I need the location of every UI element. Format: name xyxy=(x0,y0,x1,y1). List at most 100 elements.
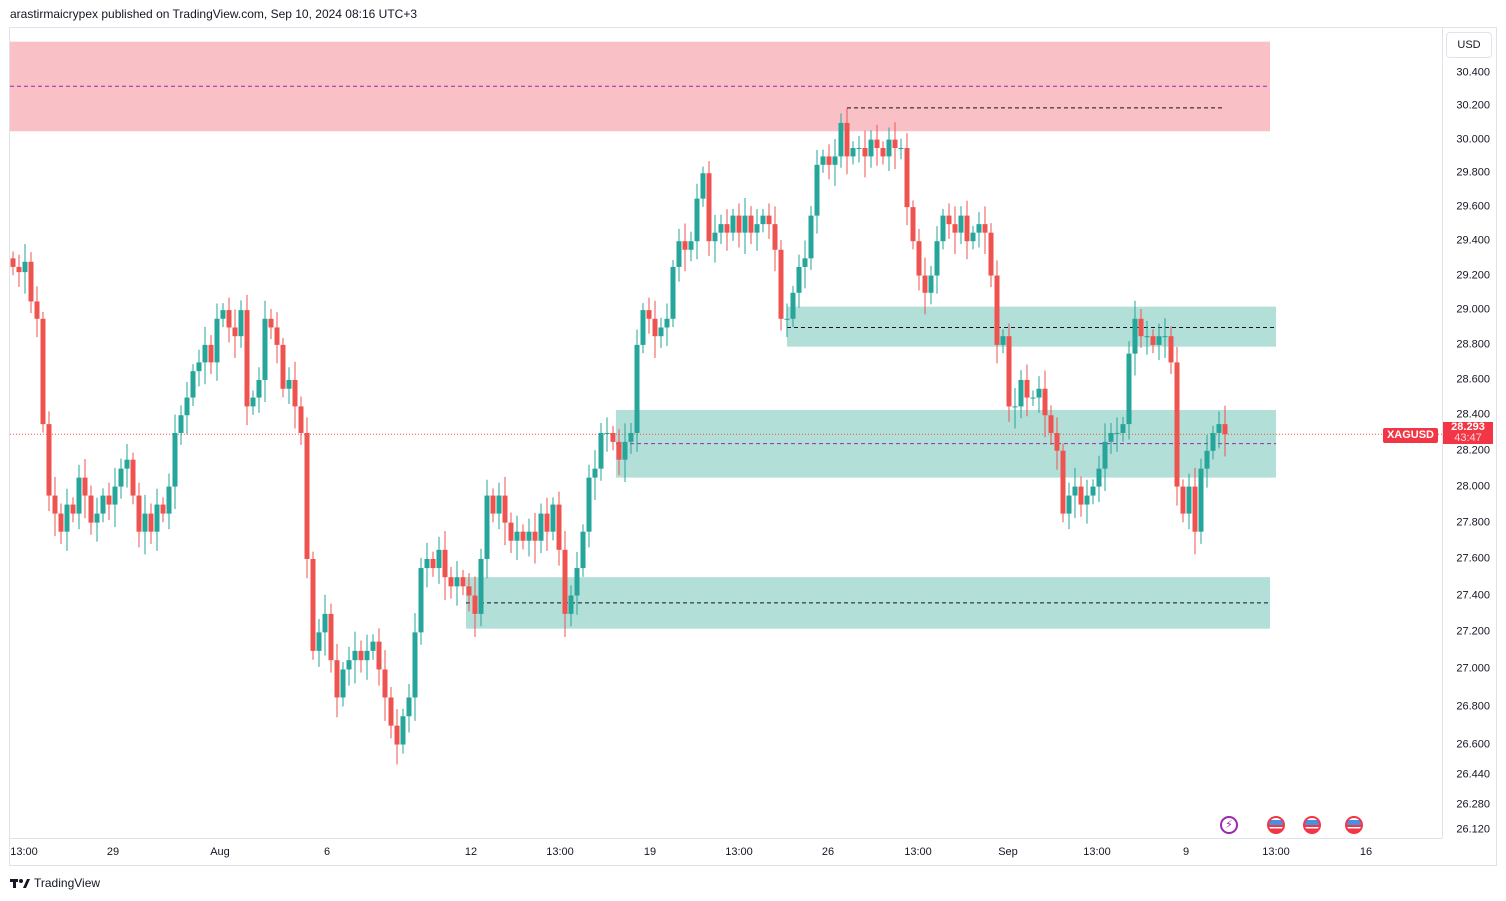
lightning-icon[interactable]: ⚡︎ xyxy=(1220,816,1238,834)
candle-down xyxy=(70,504,76,514)
footer-brand[interactable]: TradingView xyxy=(34,876,101,890)
candle-up xyxy=(346,660,352,670)
candle-up xyxy=(970,232,976,242)
candle-up xyxy=(112,486,118,505)
price-tick: 26.440 xyxy=(1456,768,1490,781)
price-tick: 29.800 xyxy=(1456,166,1490,179)
time-tick: 16 xyxy=(1359,846,1373,858)
candle-up xyxy=(580,531,586,569)
candle-up xyxy=(1108,432,1114,442)
candle-down xyxy=(544,513,550,532)
candle-up xyxy=(1162,336,1168,338)
time-tick: 13:00 xyxy=(1083,846,1111,858)
candle-up xyxy=(196,362,202,372)
time-tick: 12 xyxy=(464,846,478,858)
candle-down xyxy=(508,522,514,541)
candle-up xyxy=(184,397,190,416)
time-axis[interactable]: 13:00 29 Aug 6 12 13:00 19 13:00 26 13:00 Sep 13:00… xyxy=(10,838,1442,867)
candle-up xyxy=(940,215,946,242)
candle-down xyxy=(1150,336,1156,345)
price-tick: 29.400 xyxy=(1456,234,1490,247)
candle-up xyxy=(658,327,664,337)
candle-up xyxy=(424,558,430,569)
candle-up xyxy=(838,122,844,157)
candle-up xyxy=(808,215,814,259)
currency-button[interactable]: USD xyxy=(1446,32,1492,58)
us-flag-icon[interactable] xyxy=(1345,816,1363,834)
candle-up xyxy=(262,318,268,380)
price-tick: 30.200 xyxy=(1456,99,1490,112)
candle-down xyxy=(748,215,754,233)
publish-header: arastirmaicrypex published on TradingVie… xyxy=(10,7,418,21)
us-flag-icon[interactable] xyxy=(1303,816,1321,834)
candle-down xyxy=(646,310,652,319)
candle-down xyxy=(208,344,214,363)
candle-up xyxy=(976,224,982,233)
last-price: 28.293 xyxy=(1451,422,1485,433)
candle-down xyxy=(1174,362,1180,487)
candle-down xyxy=(160,504,166,514)
candle-down xyxy=(946,215,952,225)
time-tick: 13:00 xyxy=(546,846,574,858)
candle-up xyxy=(1084,495,1090,505)
candle-up xyxy=(1096,468,1102,487)
candle-down xyxy=(382,669,388,698)
candle-up xyxy=(286,379,292,389)
candle-up xyxy=(352,650,358,661)
candle-up xyxy=(742,215,748,233)
candle-down xyxy=(682,241,688,250)
price-tick: 26.120 xyxy=(1456,823,1490,836)
candle-down xyxy=(1024,379,1030,398)
candle-down xyxy=(1222,424,1228,435)
candle-up xyxy=(712,232,718,242)
candle-up xyxy=(76,477,82,514)
price-tick: 28.600 xyxy=(1456,373,1490,386)
price-tick: 27.200 xyxy=(1456,625,1490,638)
candle-up xyxy=(166,486,172,514)
us-flag-icon[interactable] xyxy=(1267,816,1285,834)
candle-down xyxy=(274,327,280,345)
candle-down xyxy=(904,147,910,208)
price-tick: 28.200 xyxy=(1456,444,1490,457)
candle-down xyxy=(1168,336,1174,363)
price-axis[interactable]: 30.400 30.200 30.000 29.800 29.600 29.400 29.2… xyxy=(1442,27,1498,838)
candle-up xyxy=(598,432,604,469)
candle-down xyxy=(136,495,142,532)
candle-up xyxy=(400,716,406,745)
candle-up xyxy=(316,632,322,651)
candle-down xyxy=(1138,318,1144,337)
candle-up xyxy=(322,613,328,633)
candle-down xyxy=(556,504,562,550)
candle-down xyxy=(292,379,298,407)
candle-down xyxy=(910,207,916,242)
candle-up xyxy=(154,504,160,532)
time-tick: 9 xyxy=(1182,846,1190,858)
candle-up xyxy=(124,459,130,469)
time-tick: 13:00 xyxy=(904,846,932,858)
candle-down xyxy=(766,215,772,225)
price-tick: 28.400 xyxy=(1456,408,1490,421)
candle-up xyxy=(1132,318,1138,354)
candle-down xyxy=(268,318,274,328)
candle-up xyxy=(1120,424,1126,433)
candle-up xyxy=(172,432,178,487)
candlestick-chart[interactable] xyxy=(0,0,1442,838)
candle-up xyxy=(928,275,934,293)
candle-up xyxy=(406,697,412,717)
candle-down xyxy=(724,224,730,233)
price-tick: 27.600 xyxy=(1456,552,1490,565)
candle-up xyxy=(1204,450,1210,469)
candle-up xyxy=(1210,432,1216,451)
candle-up xyxy=(436,549,442,569)
candle-up xyxy=(142,513,148,532)
candle-up xyxy=(190,371,196,398)
candle-up xyxy=(538,513,544,541)
candle-up xyxy=(1144,336,1150,338)
candle-down xyxy=(1054,432,1060,451)
candle-down xyxy=(1042,388,1048,416)
footer: TradingView xyxy=(10,876,100,890)
candle-up xyxy=(934,241,940,276)
time-tick: Aug xyxy=(210,846,230,858)
price-tick: 28.000 xyxy=(1456,480,1490,493)
candle-down xyxy=(532,531,538,541)
